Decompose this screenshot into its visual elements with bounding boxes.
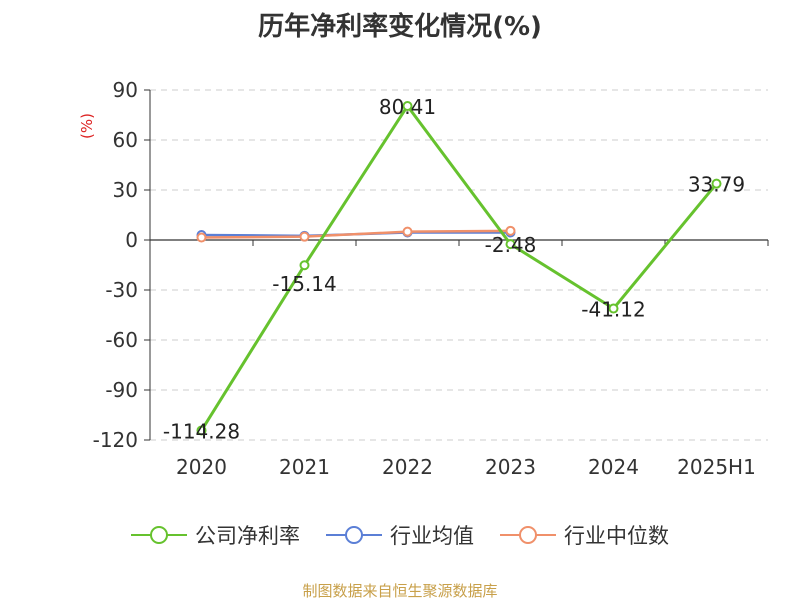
legend-label: 行业均值 — [390, 524, 474, 548]
legend-swatch — [326, 526, 382, 544]
x-tick-label: 2024 — [588, 455, 639, 479]
series-line — [201, 229, 511, 239]
data-label: 33.79 — [688, 173, 745, 197]
y-tick-label: 0 — [125, 228, 138, 252]
data-label: 80.41 — [379, 95, 436, 119]
y-tick-label: -60 — [105, 328, 138, 352]
y-tick-label: -120 — [93, 428, 138, 452]
legend-swatch — [500, 526, 556, 544]
data-point — [505, 239, 516, 250]
legend-item: 行业中位数 — [500, 520, 669, 550]
legend-label: 行业中位数 — [564, 524, 669, 548]
data-point — [505, 225, 516, 236]
y-tick-label: 60 — [113, 128, 138, 152]
x-tick-label: 2021 — [279, 455, 330, 479]
y-tick-label: -30 — [105, 278, 138, 302]
grid-lines — [150, 89, 768, 441]
data-point — [196, 425, 207, 436]
y-tick-label: -90 — [105, 378, 138, 402]
data-label: -41.12 — [581, 298, 645, 322]
data-label: -2.48 — [485, 233, 537, 257]
chart-title: 历年净利率变化情况(%) — [258, 12, 542, 42]
legend-item: 行业均值 — [326, 520, 474, 550]
data-point — [608, 303, 619, 314]
y-unit-label: (%) — [78, 113, 96, 139]
data-point — [402, 226, 413, 237]
legend-label: 公司净利率 — [195, 524, 300, 548]
x-tick-label: 2022 — [382, 455, 433, 479]
series-line — [200, 104, 718, 432]
y-tick-label: 90 — [113, 78, 138, 102]
data-label: -15.14 — [272, 272, 336, 296]
legend-item: 公司净利率 — [131, 520, 300, 550]
x-tick-label: 2023 — [485, 455, 536, 479]
data-labels: -114.28 -15.14 80.41 -2.48 -41.12 33.79 — [163, 95, 745, 443]
y-tick-label: 30 — [113, 178, 138, 202]
data-point — [196, 232, 207, 243]
data-point — [402, 100, 413, 111]
legend-swatch — [131, 526, 187, 544]
legend: 公司净利率 行业均值 行业中位数 — [0, 520, 800, 550]
data-point — [299, 231, 310, 242]
x-tick-label: 2025H1 — [677, 455, 756, 479]
axes: 90 60 30 0 -30 -60 -90 -120 2020 2021 2022 2023 2024… — [93, 78, 769, 479]
source-note: 制图数据来自恒生聚源数据库 — [302, 582, 498, 600]
series-lines — [196, 100, 722, 436]
data-point — [711, 178, 722, 189]
data-label: -114.28 — [163, 419, 240, 443]
data-point — [299, 260, 310, 271]
x-tick-label: 2020 — [176, 455, 227, 479]
